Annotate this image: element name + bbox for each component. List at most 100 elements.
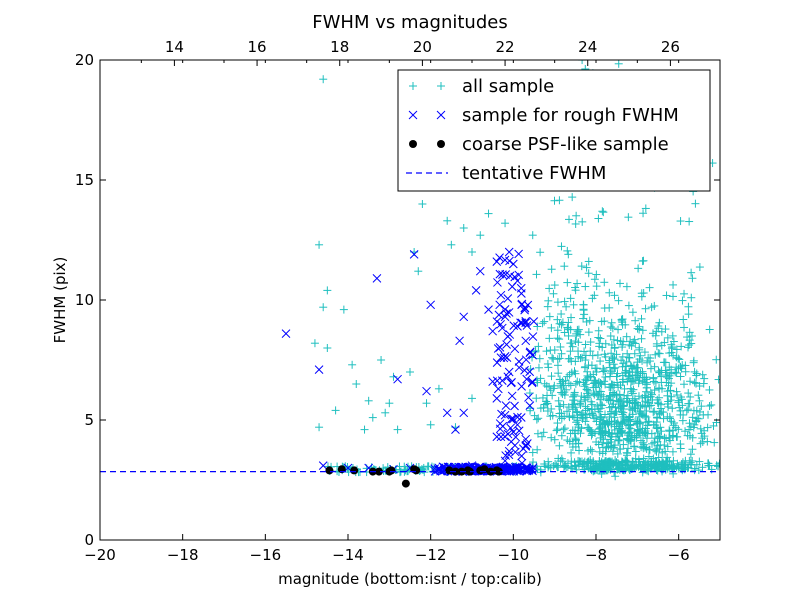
legend-label: sample for rough FWHM — [462, 105, 679, 126]
all-sample-point — [676, 217, 685, 226]
all-sample-point — [310, 339, 319, 348]
all-sample-point — [581, 375, 590, 384]
all-sample-point — [690, 466, 699, 475]
rough-fwhm-point — [498, 270, 507, 280]
all-sample-point — [656, 432, 665, 441]
all-sample-point — [620, 391, 629, 400]
all-sample-point — [615, 465, 624, 474]
all-sample-point — [652, 339, 661, 348]
all-sample-point — [567, 339, 576, 348]
all-sample-point — [544, 296, 553, 305]
all-sample-point — [700, 426, 709, 435]
all-sample-point — [606, 462, 615, 471]
rough-fwhm-point — [528, 377, 537, 387]
all-sample-point — [642, 375, 651, 384]
all-sample-point — [637, 292, 646, 301]
all-sample-point — [612, 458, 621, 467]
all-sample-point — [637, 464, 646, 473]
all-sample-point — [635, 345, 644, 354]
all-sample-point — [676, 362, 685, 371]
rough-fwhm-point — [492, 358, 502, 367]
psf-like-point — [325, 466, 334, 475]
y-axis-label: FWHM (pix) — [51, 257, 69, 344]
all-sample-point — [633, 358, 642, 367]
all-sample-point — [575, 446, 584, 455]
all-sample-point — [600, 278, 609, 287]
all-sample-point — [528, 448, 537, 457]
all-sample-point — [614, 397, 623, 406]
all-sample-point — [663, 333, 672, 342]
all-sample-point — [574, 352, 583, 361]
all-sample-point — [650, 462, 659, 471]
all-sample-point — [692, 369, 701, 378]
all-sample-point — [424, 462, 433, 471]
all-sample-point — [687, 331, 696, 340]
all-sample-point — [688, 445, 697, 454]
all-sample-point — [611, 403, 620, 412]
rough-fwhm-point — [493, 278, 502, 287]
all-sample-point — [605, 392, 614, 401]
all-sample-point — [597, 380, 606, 389]
all-sample-point — [608, 324, 617, 333]
y-tick-label: 5 — [84, 411, 94, 429]
all-sample-point — [596, 334, 605, 343]
all-sample-point — [697, 402, 706, 411]
all-sample-point — [600, 410, 609, 419]
all-sample-point — [689, 406, 698, 415]
all-sample-point — [550, 196, 559, 205]
all-sample-point — [679, 315, 688, 324]
all-sample-point — [592, 282, 601, 291]
all-sample-point — [688, 456, 697, 465]
all-sample-point — [443, 216, 452, 225]
all-sample-point — [618, 402, 627, 411]
all-sample-point — [581, 351, 590, 360]
all-sample-point — [385, 399, 394, 408]
all-sample-point — [615, 436, 624, 445]
all-sample-point — [665, 349, 674, 358]
all-sample-point — [613, 449, 622, 458]
all-sample-point — [691, 199, 700, 208]
all-sample-point — [676, 444, 685, 453]
rough-fwhm-series — [281, 247, 539, 476]
all-sample-point — [592, 270, 601, 279]
all-sample-point — [575, 457, 584, 466]
all-sample-point — [592, 389, 601, 398]
all-sample-point — [553, 326, 562, 335]
all-sample-point — [584, 257, 593, 266]
all-sample-point — [661, 358, 670, 367]
rough-fwhm-point — [393, 374, 402, 384]
all-sample-point — [605, 363, 614, 372]
all-sample-point — [609, 400, 618, 409]
rough-fwhm-point — [314, 365, 324, 374]
top-tick-label: 16 — [248, 38, 267, 56]
all-sample-point — [618, 352, 627, 361]
all-sample-point — [609, 360, 618, 369]
all-sample-point — [663, 442, 672, 451]
all-sample-point — [623, 431, 632, 440]
all-sample-point — [709, 421, 718, 430]
all-sample-point — [614, 296, 623, 305]
all-sample-point — [643, 358, 652, 367]
all-sample-point — [555, 335, 564, 344]
rough-fwhm-point — [493, 384, 503, 394]
all-sample-point — [622, 464, 631, 473]
all-sample-point — [557, 320, 566, 329]
all-sample-point — [601, 447, 610, 456]
all-sample-point — [598, 401, 607, 410]
all-sample-point — [635, 412, 644, 421]
all-sample-point — [685, 341, 694, 350]
x-axis-label: magnitude (bottom:isnt / top:calib) — [278, 570, 542, 588]
all-sample-point — [570, 400, 579, 409]
rough-fwhm-point — [492, 394, 502, 403]
psf-like-point — [465, 467, 474, 476]
all-sample-point — [534, 363, 543, 372]
all-sample-point — [609, 335, 618, 344]
rough-fwhm-point — [508, 259, 518, 269]
all-sample-point — [656, 368, 665, 377]
all-sample-point — [628, 389, 637, 398]
all-sample-point — [533, 322, 542, 331]
all-sample-point — [597, 317, 606, 326]
all-sample-point — [636, 407, 645, 416]
all-sample-point — [605, 358, 614, 367]
